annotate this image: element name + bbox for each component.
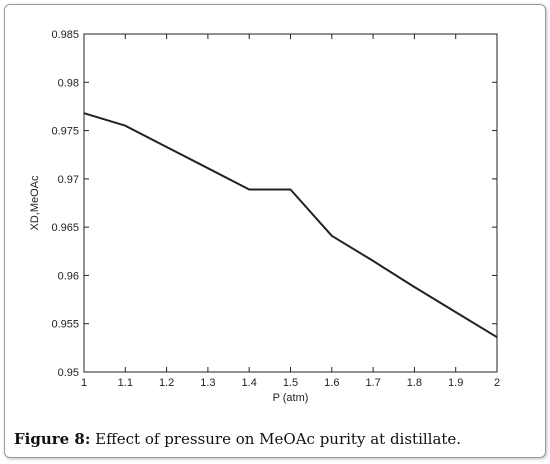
x-tick-label: 1 bbox=[81, 377, 87, 389]
x-tick-label: 1.6 bbox=[324, 377, 339, 389]
series-layer bbox=[83, 112, 498, 339]
x-tick-label: 1.5 bbox=[283, 377, 298, 389]
y-tick-label: 0.955 bbox=[51, 319, 79, 331]
y-tick-label: 0.975 bbox=[51, 126, 79, 138]
y-tick-label: 0.95 bbox=[58, 367, 79, 379]
caption-text: Effect of pressure on MeOAc purity at di… bbox=[90, 430, 462, 448]
plot-area bbox=[83, 33, 498, 373]
x-tick-label: 1.8 bbox=[407, 377, 422, 389]
y-tick-label: 0.985 bbox=[51, 29, 79, 41]
x-tick-label: 2 bbox=[494, 377, 500, 389]
x-tick-label: 1.1 bbox=[118, 377, 133, 389]
x-tick-label: 1.9 bbox=[448, 377, 463, 389]
x-tick-label: 1.2 bbox=[159, 377, 174, 389]
figure-caption: Figure 8: Effect of pressure on MeOAc pu… bbox=[14, 430, 461, 448]
x-tick-label: 1.7 bbox=[365, 377, 380, 389]
axis-ticks: 1 1.1 1.2 1.3 1.4 1.5 1.6 1.7 1.8 1.9 2 0.95 0.955 0.… bbox=[51, 29, 500, 389]
y-tick-label: 0.965 bbox=[51, 222, 79, 234]
caption-label: Figure 8: bbox=[14, 430, 91, 448]
y-tick-label: 0.98 bbox=[58, 77, 79, 89]
figure-frame bbox=[4, 4, 546, 458]
y-tick-label: 0.96 bbox=[58, 270, 79, 282]
x-tick-label: 1.3 bbox=[200, 377, 215, 389]
series-line bbox=[83, 112, 498, 339]
y-axis-label: XD,MeOAc bbox=[29, 175, 41, 231]
y-tick-label: 0.97 bbox=[58, 174, 79, 186]
x-axis-label: P (atm) bbox=[273, 392, 309, 404]
x-tick-label: 1.4 bbox=[242, 377, 257, 389]
